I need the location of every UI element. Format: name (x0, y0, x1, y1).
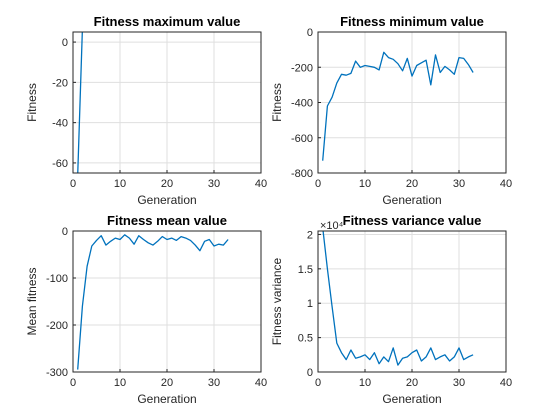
y-axis-label: Mean fitness (25, 267, 39, 335)
x-tick-label: 40 (500, 178, 512, 190)
y-tick-label: -400 (291, 98, 313, 110)
y-tick-label: 2 (307, 229, 313, 241)
x-tick-label: 20 (161, 178, 173, 190)
chart-title: Fitness mean value (107, 213, 227, 228)
chart-title: Fitness minimum value (340, 14, 484, 29)
x-tick-label: 10 (359, 178, 371, 190)
y-tick-label: -100 (46, 273, 68, 285)
y-tick-label: 0 (307, 367, 313, 379)
x-tick-label: 0 (70, 377, 76, 389)
x-tick-label: 20 (406, 377, 418, 389)
y-tick-label: 0 (62, 37, 68, 49)
y-tick-label: -200 (291, 62, 313, 74)
y-tick-label: -300 (46, 367, 68, 379)
data-series-line (322, 231, 474, 366)
x-tick-label: 0 (315, 178, 321, 190)
x-tick-label: 10 (114, 178, 126, 190)
x-tick-label: 20 (406, 178, 418, 190)
x-tick-label: 0 (70, 178, 76, 190)
x-axis-label: Generation (382, 392, 441, 406)
y-tick-label: -600 (291, 133, 313, 145)
x-axis-label: Generation (137, 193, 196, 207)
x-tick-label: 20 (161, 377, 173, 389)
x-tick-label: 10 (114, 377, 126, 389)
y-tick-label: 0 (307, 27, 313, 39)
subplot-max: 0 10 20 30 40 -60 -40 -20 0 Fitness maximum value… (25, 14, 267, 207)
y-tick-label: 0 (62, 226, 68, 238)
x-tick-label: 10 (359, 377, 371, 389)
subplot-variance: 0 10 20 30 40 0 0.5 1 1.5 2 Fitness variance value… (270, 213, 512, 406)
chart-title: Fitness maximum value (94, 14, 241, 29)
x-tick-label: 30 (453, 178, 465, 190)
x-tick-label: 30 (208, 377, 220, 389)
y-axis-label: Fitness variance (270, 257, 284, 345)
y-tick-label: 1 (307, 298, 313, 310)
subplot-min: 0 10 20 30 40 -800 -600 -400 -200 0 Fitness minimu… (270, 14, 512, 207)
x-tick-label: 30 (453, 377, 465, 389)
subplot-mean: 0 10 20 30 40 -300 -200 -100 0 Fitness mean value… (25, 213, 267, 406)
x-tick-label: 40 (500, 377, 512, 389)
data-series-line (77, 234, 229, 370)
y-axis-label: Fitness (270, 83, 284, 122)
y-tick-label: -20 (52, 77, 68, 89)
y-tick-label: -800 (291, 168, 313, 180)
x-tick-label: 0 (315, 377, 321, 389)
data-series-line (322, 51, 474, 161)
y-tick-label: -200 (46, 320, 68, 332)
y-exponent-label: ×10⁴ (320, 220, 344, 232)
x-tick-label: 30 (208, 178, 220, 190)
y-tick-label: -40 (52, 118, 68, 130)
x-axis-label: Generation (137, 392, 196, 406)
x-tick-label: 40 (255, 377, 267, 389)
y-axis-label: Fitness (25, 83, 39, 122)
chart-title: Fitness variance value (343, 213, 482, 228)
x-tick-label: 40 (255, 178, 267, 190)
y-tick-label: 1.5 (298, 264, 313, 276)
y-tick-label: -60 (52, 158, 68, 170)
x-axis-label: Generation (382, 193, 441, 207)
y-tick-label: 0.5 (298, 333, 313, 345)
